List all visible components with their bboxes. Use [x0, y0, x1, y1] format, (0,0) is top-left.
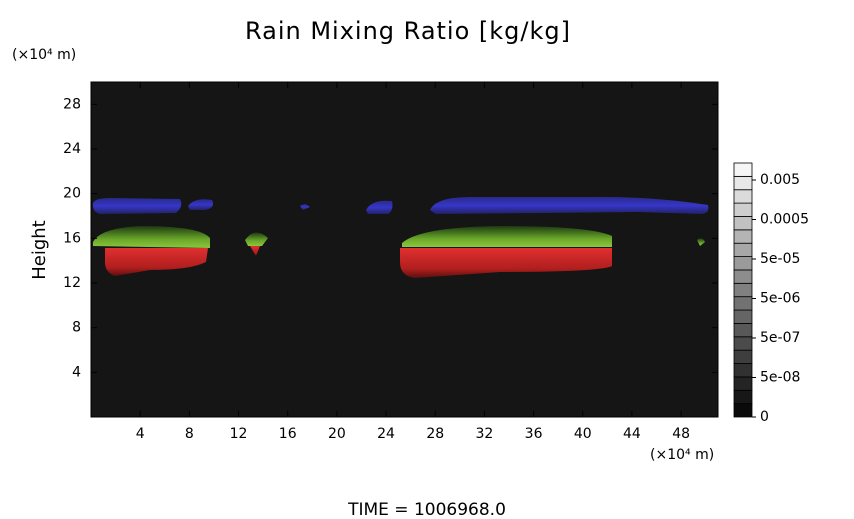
rain-region — [92, 198, 182, 214]
colorbar-level — [733, 403, 753, 418]
y-tick-label: 12 — [63, 275, 81, 291]
field — [92, 196, 709, 278]
colorbar-level — [733, 269, 753, 284]
rain-region — [402, 226, 612, 247]
x-tick-label: 8 — [185, 426, 194, 442]
rain-region — [245, 232, 268, 246]
rain-region — [93, 226, 210, 248]
x-tick-label: 28 — [426, 426, 444, 442]
colorbar-tick-label: 0 — [760, 409, 769, 425]
colorbar-level — [733, 256, 753, 271]
colorbar-tick-label: 0.0005 — [760, 212, 809, 228]
x-tick-label: 48 — [672, 426, 690, 442]
x-tick-label: 24 — [377, 426, 395, 442]
colorbar-tick-label: 5e-06 — [760, 291, 800, 307]
colorbar-level — [733, 296, 753, 311]
rain-region — [400, 248, 612, 278]
colorbar: 0 5e-08 5e-07 5e-06 5e-05 0.0005 0.005 — [733, 162, 809, 425]
colorbar-level — [733, 363, 753, 378]
y-unit: (×10⁴ m) — [12, 47, 76, 63]
x-tick-label: 16 — [279, 426, 297, 442]
colorbar-level — [733, 309, 753, 324]
rain-region — [300, 204, 310, 210]
time-annotation: TIME = 1006968.0 — [347, 500, 506, 519]
rain-region — [250, 246, 260, 256]
colorbar-level — [733, 336, 753, 351]
chart-title: Rain Mixing Ratio [kg/kg] — [245, 17, 571, 45]
x-unit: (×10⁴ m) — [650, 447, 714, 463]
x-tick-label: 32 — [475, 426, 493, 442]
colorbar-level — [733, 175, 753, 191]
x-tick-label: 20 — [328, 426, 346, 442]
colorbar-level — [733, 202, 753, 217]
x-tick-label: 12 — [230, 426, 248, 442]
y-tick-label: 8 — [72, 320, 81, 336]
colorbar-tick-label: 5e-07 — [760, 330, 800, 346]
y-axis-label: Height — [29, 220, 50, 280]
colorbar-level — [733, 282, 753, 298]
rain-region — [188, 199, 214, 210]
rain-region — [430, 196, 709, 214]
y-tick-label: 4 — [72, 364, 81, 380]
y-tick-label: 28 — [63, 96, 81, 112]
colorbar-level — [733, 389, 753, 405]
colorbar-tick-label: 0.005 — [760, 172, 800, 188]
rain-region — [697, 238, 705, 246]
y-tick-label: 20 — [63, 186, 81, 202]
x-tick-label: 36 — [525, 426, 543, 442]
colorbar-level — [733, 349, 753, 364]
colorbar-level — [733, 229, 753, 244]
colorbar-tick-label: 5e-05 — [760, 251, 800, 267]
colorbar-level — [733, 189, 753, 204]
x-tick-label: 40 — [574, 426, 592, 442]
y-tick-label: 16 — [63, 230, 81, 246]
colorbar-level — [733, 162, 753, 177]
rain-region — [104, 248, 208, 276]
y-tick-label: 24 — [63, 141, 81, 157]
colorbar-tick-label: 5e-08 — [760, 370, 800, 386]
x-tick-label: 44 — [623, 426, 641, 442]
x-tick-label: 4 — [136, 426, 145, 442]
rain-region — [366, 200, 393, 214]
colorbar-level — [733, 216, 753, 231]
colorbar-level — [733, 376, 753, 391]
colorbar-level — [733, 242, 753, 257]
colorbar-level — [733, 323, 753, 338]
